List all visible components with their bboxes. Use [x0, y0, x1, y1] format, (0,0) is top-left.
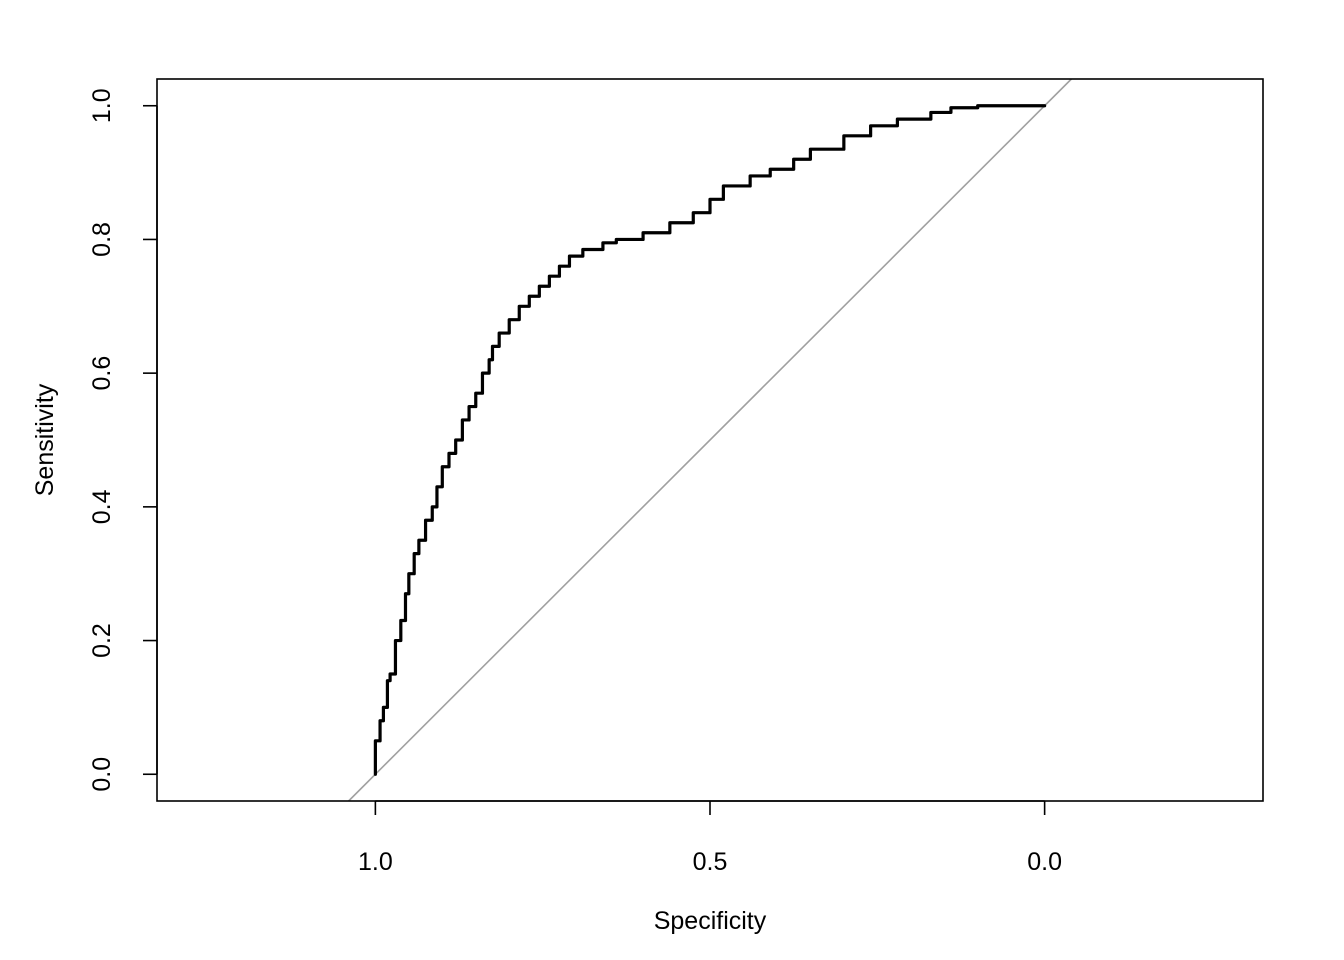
roc-curve-layer	[373, 104, 1047, 776]
y-tick-label: 1.0	[88, 88, 116, 123]
roc-curve-line	[373, 104, 1047, 776]
x-tick-label: 0.0	[1027, 848, 1062, 876]
x-axis-title: Specificity	[654, 907, 767, 935]
x-tick-label: 1.0	[358, 848, 393, 876]
y-tick-label: 0.4	[88, 489, 116, 524]
reference-diagonal-line	[348, 78, 1072, 802]
y-tick-label: 0.2	[88, 623, 116, 658]
y-tick-label: 0.6	[88, 356, 116, 391]
y-tick-label: 0.0	[88, 757, 116, 792]
y-axis: 0.0 0.2 0.4 0.6 0.8 1.0	[88, 88, 158, 792]
reference-line-layer	[348, 78, 1072, 802]
y-axis-title: Sensitivity	[31, 383, 59, 496]
y-tick-label: 0.8	[88, 222, 116, 257]
x-axis: 1.0 0.5 0.0	[358, 800, 1062, 876]
x-tick-label: 0.5	[693, 848, 728, 876]
